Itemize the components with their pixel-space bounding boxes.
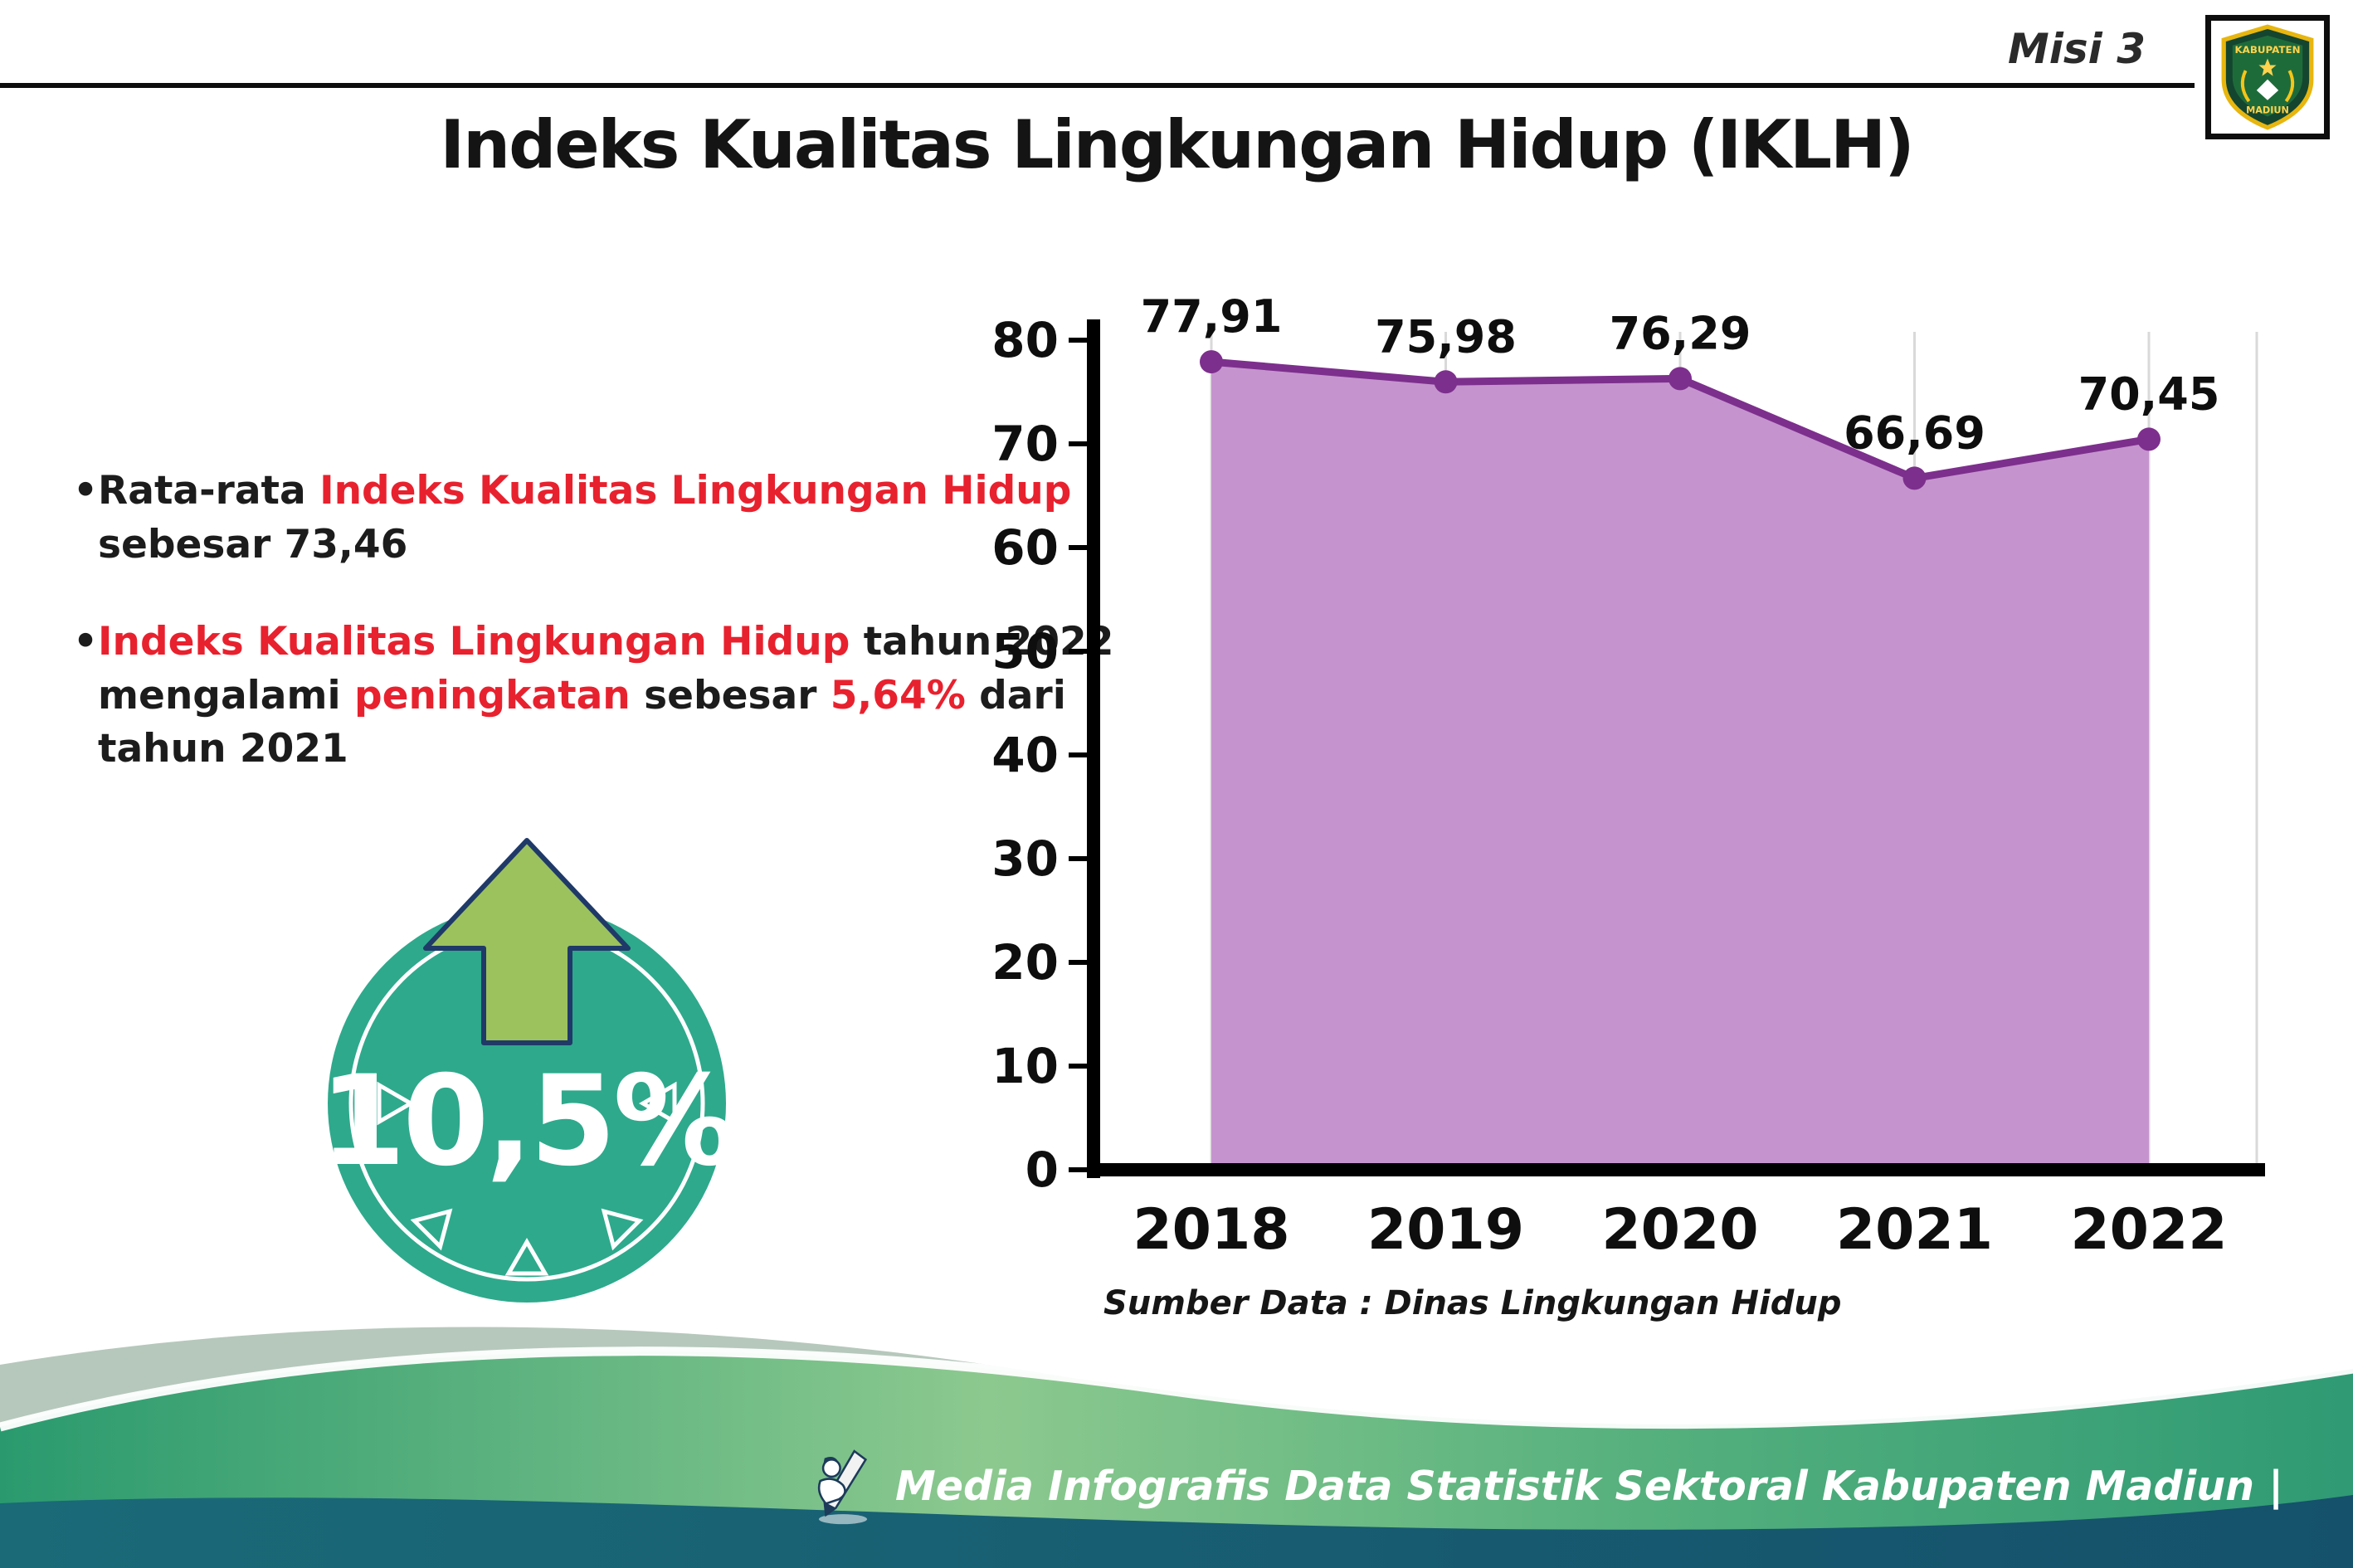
svg-text:30: 30 xyxy=(991,830,1059,887)
increase-badge-graphic xyxy=(328,838,726,1303)
svg-text:75,98: 75,98 xyxy=(1375,310,1517,363)
svg-text:2019: 2019 xyxy=(1367,1197,1524,1263)
bullet-increase-2022: •Indeks Kualitas Lingkungan Hidup tahun … xyxy=(73,618,1114,772)
summary-bullets: •Rata-rata Indeks Kualitas Lingkungan Hi… xyxy=(73,465,1113,820)
increase-percentage: 10,5% xyxy=(319,1049,738,1194)
svg-text:10: 10 xyxy=(991,1038,1059,1094)
svg-text:20: 20 xyxy=(991,934,1059,991)
svg-text:70: 70 xyxy=(991,416,1059,472)
up-arrow-icon xyxy=(423,838,631,1045)
bullet-average-iklh: •Rata-rata Indeks Kualitas Lingkungan Hi… xyxy=(73,468,1072,567)
iklh-area-chart: 77,91 75,98 76,29 66,69 70,45 0 10 20 30 40 50 60 70… xyxy=(979,290,2307,1361)
increase-badge: 10,5% xyxy=(303,825,751,1307)
mascot-icon xyxy=(817,1449,868,1525)
header-divider-line xyxy=(0,83,2195,88)
logo-line1: KABUPATEN xyxy=(2234,44,2300,56)
svg-text:66,69: 66,69 xyxy=(1844,407,1985,459)
svg-text:0: 0 xyxy=(1025,1142,1059,1198)
svg-text:60: 60 xyxy=(991,519,1059,576)
kabupaten-madiun-crest-icon: KABUPATEN MADIUN xyxy=(2221,24,2314,130)
page-title: Indeks Kualitas Lingkungan Hidup (IKLH) xyxy=(440,106,1914,183)
footer-wave-banner xyxy=(0,1327,2353,1568)
svg-text:76,29: 76,29 xyxy=(1610,307,1751,359)
svg-text:80: 80 xyxy=(991,312,1059,368)
svg-text:2018: 2018 xyxy=(1133,1197,1289,1263)
source-note: Sumber Data : Dinas Lingkungan Hidup xyxy=(1103,1284,1842,1322)
svg-text:70,45: 70,45 xyxy=(2078,368,2220,420)
footer-caption: Media Infografis Data Statistik Sektoral… xyxy=(895,1462,2283,1510)
kabupaten-madiun-logo: KABUPATEN MADIUN xyxy=(2205,15,2330,139)
svg-text:50: 50 xyxy=(991,623,1059,679)
svg-text:2021: 2021 xyxy=(1836,1197,1993,1263)
svg-text:2022: 2022 xyxy=(2070,1197,2227,1263)
footer: Media Infografis Data Statistik Sektoral… xyxy=(807,1447,2283,1525)
logo-line2: MADIUN xyxy=(2246,105,2289,116)
misi-label: Misi 3 xyxy=(2008,25,2146,73)
svg-text:77,91: 77,91 xyxy=(1141,290,1283,343)
svg-text:40: 40 xyxy=(991,727,1059,783)
svg-text:2020: 2020 xyxy=(1601,1197,1758,1263)
